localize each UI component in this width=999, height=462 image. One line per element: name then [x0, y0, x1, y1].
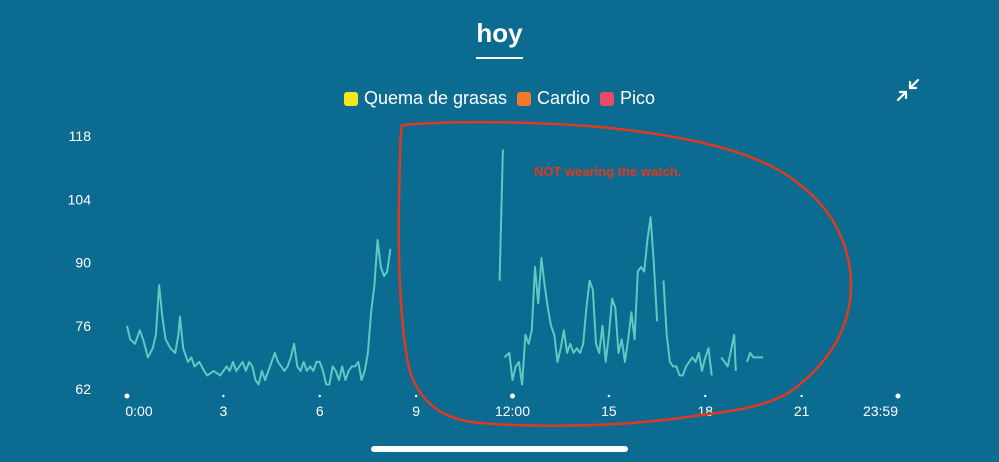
heart-rate-line-segment [720, 333, 737, 371]
x-tick-label: 21 [794, 403, 810, 419]
x-tick-label: 3 [219, 403, 227, 419]
chart-legend: Quema de grasas Cardio Pico [0, 88, 999, 109]
heart-rate-line-segment [503, 216, 659, 386]
title-underline [476, 57, 523, 59]
legend-swatch-peak [600, 91, 615, 106]
legend-item-peak: Pico [600, 88, 655, 109]
heart-rate-line-segment [746, 351, 764, 363]
y-tick-label: 118 [69, 128, 92, 144]
legend-label-fat-burn: Quema de grasas [363, 88, 508, 108]
collapse-arrows-icon [896, 78, 920, 102]
legend-label-cardio: Cardio [537, 88, 591, 108]
annotation-circle [397, 120, 853, 427]
x-tick-label: 15 [601, 403, 617, 419]
y-tick-label: 104 [68, 191, 92, 207]
legend-item-fat-burn: Quema de grasas [343, 88, 508, 109]
x-tick-mark [800, 394, 803, 398]
annotation-text: NOT wearing the watch. [534, 164, 681, 179]
y-tick-label: 90 [75, 255, 91, 271]
home-indicator[interactable] [371, 446, 628, 452]
legend-label-peak: Pico [620, 88, 656, 108]
x-tick-mark [414, 394, 418, 398]
x-tick-label: 18 [697, 403, 713, 419]
x-tick-label: 9 [412, 403, 420, 419]
x-tick-label: 6 [316, 403, 324, 419]
x-tick-mark [318, 394, 321, 398]
y-tick-label: 62 [75, 381, 91, 397]
x-tick-label: 23:59 [863, 403, 898, 419]
x-tick-label: 0:00 [125, 403, 152, 419]
legend-swatch-cardio [517, 91, 532, 106]
heart-rate-line-segment [662, 280, 713, 377]
x-tick-mark [895, 393, 901, 399]
y-tick-label: 76 [75, 318, 91, 334]
x-tick-label: 12:00 [495, 403, 530, 419]
x-tick-mark [510, 393, 515, 399]
legend-swatch-fat-burn [343, 91, 358, 106]
heart-rate-line-segment [126, 238, 392, 386]
x-tick-mark [704, 394, 707, 398]
x-tick-mark [607, 394, 611, 398]
x-tick-mark [124, 393, 130, 399]
page-title: hoy [476, 18, 523, 48]
collapse-button[interactable] [894, 76, 922, 104]
x-tick-mark [222, 394, 225, 398]
legend-item-cardio: Cardio [517, 88, 590, 109]
heart-rate-line-segment [498, 149, 504, 281]
